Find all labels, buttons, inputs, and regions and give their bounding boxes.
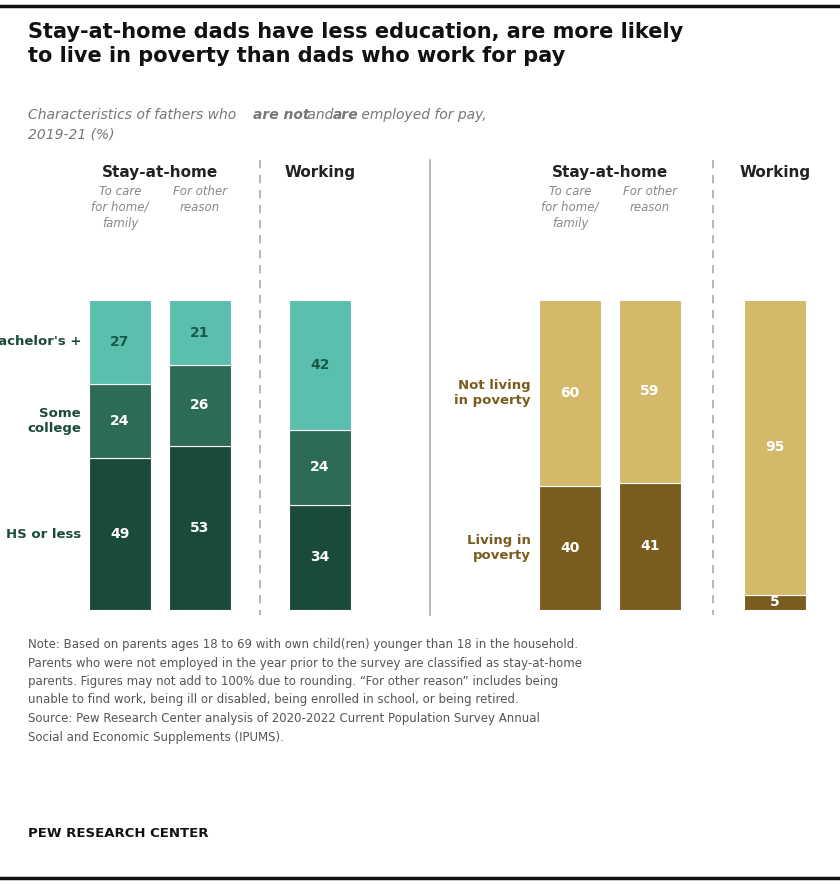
Text: Characteristics of fathers who: Characteristics of fathers who bbox=[28, 108, 240, 122]
Bar bbox=[169, 446, 231, 610]
Text: and: and bbox=[303, 108, 338, 122]
Text: For other
reason: For other reason bbox=[173, 185, 227, 214]
Text: 5: 5 bbox=[770, 595, 780, 609]
Bar bbox=[744, 300, 806, 595]
Text: Note: Based on parents ages 18 to 69 with own child(ren) younger than 18 in the : Note: Based on parents ages 18 to 69 wit… bbox=[28, 638, 582, 743]
Text: To care
for home/
family: To care for home/ family bbox=[92, 185, 149, 230]
Text: Working: Working bbox=[285, 165, 355, 180]
Text: are: are bbox=[333, 108, 359, 122]
Bar bbox=[619, 483, 681, 610]
Text: 24: 24 bbox=[310, 461, 330, 475]
Text: 27: 27 bbox=[110, 335, 129, 349]
Bar bbox=[289, 431, 351, 505]
Text: Some
college: Some college bbox=[27, 407, 81, 435]
Text: 24: 24 bbox=[110, 414, 129, 428]
Text: Living in
poverty: Living in poverty bbox=[467, 534, 531, 562]
Text: 2019-21 (%): 2019-21 (%) bbox=[28, 128, 114, 142]
Text: Working: Working bbox=[739, 165, 811, 180]
Text: 21: 21 bbox=[190, 325, 210, 339]
Bar bbox=[539, 486, 601, 610]
Text: 95: 95 bbox=[765, 440, 785, 454]
Text: 42: 42 bbox=[310, 358, 330, 372]
Bar bbox=[539, 300, 601, 486]
Bar bbox=[169, 365, 231, 446]
Text: Not living
in poverty: Not living in poverty bbox=[454, 379, 531, 407]
Bar bbox=[89, 458, 151, 610]
Bar bbox=[89, 384, 151, 458]
Bar bbox=[89, 300, 151, 384]
Text: are not: are not bbox=[253, 108, 309, 122]
Bar bbox=[619, 300, 681, 483]
Text: employed for pay,: employed for pay, bbox=[357, 108, 486, 122]
Bar bbox=[169, 300, 231, 365]
Text: Stay-at-home: Stay-at-home bbox=[102, 165, 218, 180]
Text: HS or less: HS or less bbox=[6, 528, 81, 540]
Text: Stay-at-home dads have less education, are more likely
to live in poverty than d: Stay-at-home dads have less education, a… bbox=[28, 22, 683, 66]
Text: PEW RESEARCH CENTER: PEW RESEARCH CENTER bbox=[28, 827, 208, 840]
Bar bbox=[744, 595, 806, 610]
Text: 49: 49 bbox=[110, 527, 129, 541]
Bar bbox=[289, 300, 351, 431]
Text: For other
reason: For other reason bbox=[623, 185, 677, 214]
Text: 26: 26 bbox=[191, 399, 210, 413]
Text: 53: 53 bbox=[191, 521, 210, 535]
Text: 34: 34 bbox=[310, 551, 329, 564]
Bar bbox=[289, 505, 351, 610]
Text: 59: 59 bbox=[640, 385, 659, 399]
Text: Stay-at-home: Stay-at-home bbox=[552, 165, 668, 180]
Text: 60: 60 bbox=[560, 386, 580, 400]
Text: 40: 40 bbox=[560, 541, 580, 555]
Text: 41: 41 bbox=[640, 539, 659, 553]
Text: To care
for home/
family: To care for home/ family bbox=[541, 185, 599, 230]
Text: Bachelor's +: Bachelor's + bbox=[0, 335, 81, 348]
